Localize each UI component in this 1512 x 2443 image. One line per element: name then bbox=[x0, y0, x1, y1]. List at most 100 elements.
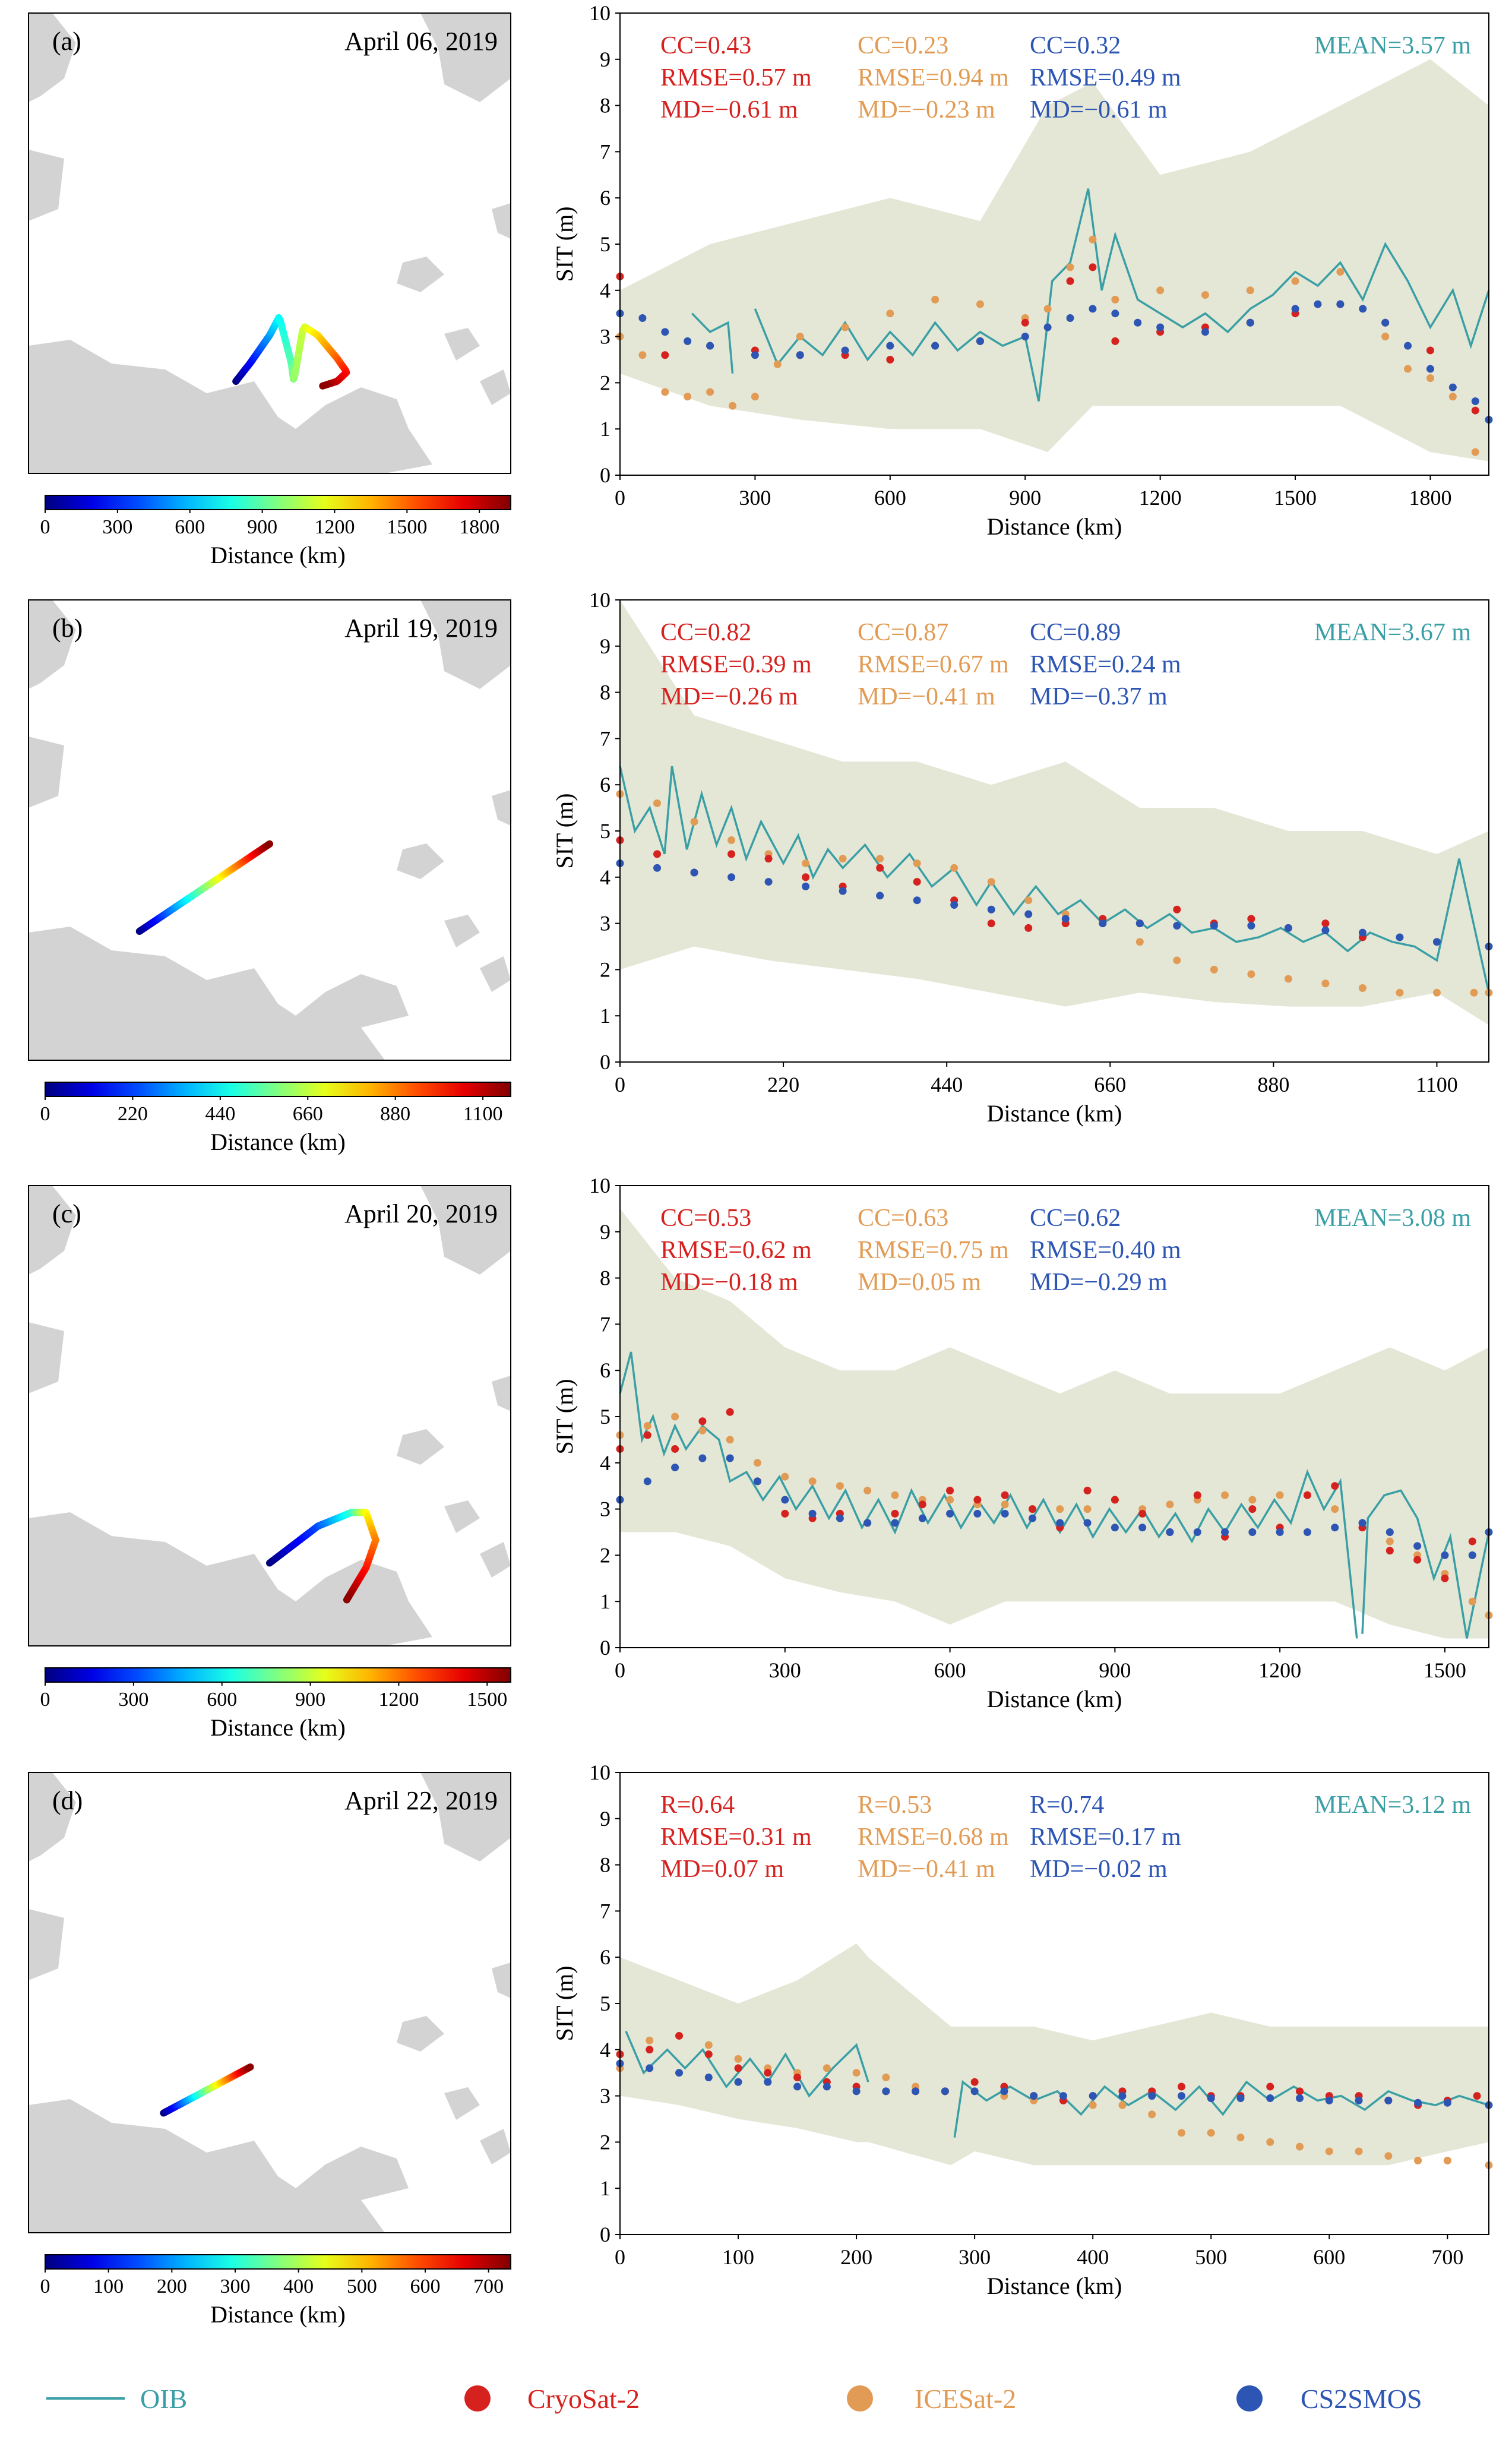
y-tick-label: 3 bbox=[600, 1497, 611, 1521]
cryosat-point bbox=[1413, 1556, 1422, 1564]
cryosat-stat: RMSE=0.62 m bbox=[660, 1237, 812, 1264]
y-tick-label: 10 bbox=[589, 588, 611, 612]
cs2smos-point bbox=[1236, 2094, 1245, 2102]
cs2smos-point bbox=[698, 1454, 707, 1462]
icesat-point bbox=[671, 1412, 679, 1421]
sit-plot: 0 1 2 3 4 5 6 7 8 9 10 0 300 600 900 1200 1500 Distance (… bbox=[551, 1174, 1493, 1712]
cs2smos-point bbox=[1284, 924, 1292, 932]
icesat-point bbox=[1148, 2110, 1156, 2119]
icesat-stat: MD=−0.41 m bbox=[858, 1856, 995, 1883]
cs2smos-point bbox=[1207, 2094, 1215, 2102]
land-mass bbox=[444, 915, 480, 947]
y-tick-label: 2 bbox=[600, 2130, 611, 2154]
y-tick-label: 7 bbox=[600, 1899, 611, 1923]
cryosat-point bbox=[913, 878, 921, 886]
icesat-point bbox=[1221, 1491, 1229, 1499]
icesat-point bbox=[661, 388, 669, 396]
cryosat-point bbox=[653, 850, 662, 858]
cryosat-point bbox=[698, 1417, 707, 1426]
cs2smos-point bbox=[793, 2082, 802, 2091]
cs2smos-point bbox=[876, 892, 884, 900]
cs2smos-point bbox=[1043, 323, 1052, 331]
colorbar-tick-label: 1100 bbox=[463, 1103, 503, 1125]
cs2smos-point bbox=[1083, 1519, 1092, 1527]
y-tick-label: 10 bbox=[589, 1174, 611, 1197]
cs2smos-point bbox=[1321, 926, 1330, 934]
y-axis-label: SIT (m) bbox=[551, 1379, 578, 1454]
x-tick-label: 900 bbox=[1009, 486, 1041, 510]
icesat-point bbox=[1248, 1496, 1257, 1504]
cs2smos-point bbox=[1413, 1542, 1422, 1550]
cryosat-stat: MD=0.07 m bbox=[660, 1856, 784, 1883]
map-date: April 06, 2019 bbox=[344, 27, 498, 56]
cryosat-stat: RMSE=0.39 m bbox=[660, 651, 812, 678]
icesat-point bbox=[698, 1426, 707, 1434]
y-tick-label: 4 bbox=[600, 1451, 611, 1475]
icesat-point bbox=[1468, 1597, 1476, 1606]
cs2smos-point bbox=[1089, 2092, 1097, 2100]
colorbar bbox=[45, 1667, 511, 1683]
y-axis-label: SIT (m) bbox=[551, 1965, 578, 2041]
cryosat-point bbox=[704, 2050, 713, 2059]
icesat-point bbox=[684, 393, 692, 401]
icesat-point bbox=[1207, 2129, 1215, 2137]
x-tick-label: 1500 bbox=[1424, 1658, 1466, 1682]
icesat-point bbox=[1024, 896, 1033, 905]
cs2smos-point bbox=[1221, 1528, 1229, 1536]
y-tick-label: 9 bbox=[600, 1220, 611, 1244]
colorbar-tick-label: 200 bbox=[157, 2276, 187, 2297]
legend-cs2smos-marker bbox=[1236, 2385, 1263, 2412]
cs2smos-point bbox=[836, 1514, 844, 1522]
cryosat-point bbox=[876, 864, 884, 872]
cryosat-point bbox=[1089, 263, 1097, 271]
icesat-point bbox=[1471, 448, 1479, 456]
icesat-point bbox=[1173, 956, 1181, 965]
legend-cryosat-label: CryoSat-2 bbox=[527, 2384, 640, 2414]
x-axis-label: Distance (km) bbox=[987, 2273, 1122, 2299]
cryosat-point bbox=[1321, 919, 1330, 928]
icesat-stat: CC=0.23 bbox=[858, 32, 948, 59]
map: (a) April 06, 2019 bbox=[28, 12, 511, 474]
icesat-point bbox=[753, 1459, 761, 1467]
icesat-point bbox=[751, 393, 759, 401]
cs2smos-point bbox=[931, 342, 940, 350]
colorbar-tick-label: 880 bbox=[380, 1103, 410, 1125]
x-tick-label: 300 bbox=[959, 2245, 991, 2269]
colorbar-tick-label: 900 bbox=[247, 516, 277, 538]
land-mass bbox=[444, 2087, 480, 2120]
cryosat-point bbox=[1021, 318, 1029, 327]
land-mass bbox=[29, 927, 409, 1060]
y-tick-label: 4 bbox=[600, 865, 611, 889]
x-tick-label: 600 bbox=[874, 486, 906, 510]
cryosat-stat: CC=0.82 bbox=[660, 619, 751, 646]
cs2smos-stat: MD=−0.02 m bbox=[1030, 1856, 1168, 1883]
sit-plot: 0 1 2 3 4 5 6 7 8 9 10 0 220 440 660 880 1100 Distance (k… bbox=[551, 588, 1493, 1127]
y-tick-label: 1 bbox=[600, 417, 611, 441]
panel-label: (c) bbox=[52, 1199, 81, 1228]
cs2smos-point bbox=[918, 1514, 926, 1522]
oib-range-band bbox=[620, 600, 1489, 1025]
cs2smos-point bbox=[1303, 1528, 1311, 1536]
land-mass bbox=[29, 2099, 409, 2233]
icesat-point bbox=[1246, 286, 1254, 295]
flight-track-segment bbox=[319, 381, 329, 390]
icesat-stat: RMSE=0.75 m bbox=[858, 1237, 1009, 1264]
x-tick-label: 220 bbox=[767, 1073, 799, 1096]
cryosat-point bbox=[1303, 1491, 1311, 1499]
cryosat-point bbox=[764, 2069, 772, 2077]
cs2smos-stat: MD=−0.61 m bbox=[1030, 96, 1168, 124]
land-mass bbox=[420, 1186, 511, 1275]
cryosat-point bbox=[886, 356, 894, 364]
oib-mean-stat: MEAN=3.67 m bbox=[1314, 619, 1471, 646]
icesat-point bbox=[653, 799, 662, 807]
sit-plot: 0 1 2 3 4 5 6 7 8 9 10 0 300 600 900 1200 1500 1800 Distan… bbox=[551, 1, 1493, 540]
colorbar-tick-label: 1800 bbox=[459, 516, 499, 538]
cs2smos-point bbox=[1024, 910, 1033, 918]
cryosat-point bbox=[1083, 1486, 1092, 1494]
x-tick-label: 100 bbox=[722, 2245, 754, 2269]
colorbar-tick-label: 700 bbox=[473, 2276, 504, 2297]
colorbar-tick-label: 440 bbox=[205, 1103, 235, 1125]
icesat-point bbox=[841, 323, 849, 331]
colorbar-tick-label: 0 bbox=[40, 516, 50, 538]
